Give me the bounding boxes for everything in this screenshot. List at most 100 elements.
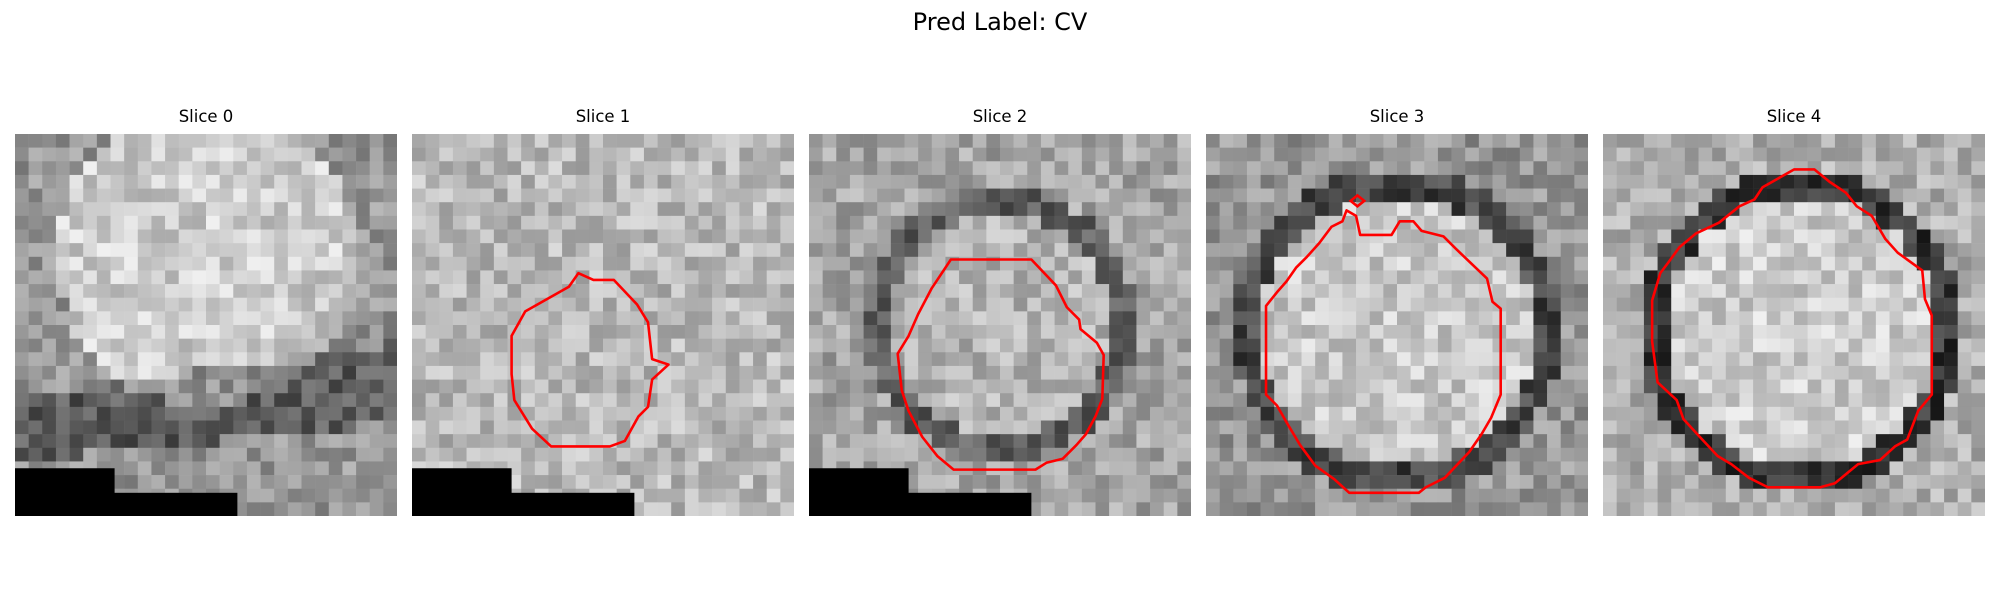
pixel — [1671, 215, 1686, 230]
pixel — [15, 243, 29, 258]
pixel — [1712, 161, 1727, 176]
pixel — [219, 365, 234, 380]
pixel — [1150, 502, 1164, 516]
pixel — [918, 215, 933, 230]
pixel — [1451, 284, 1466, 298]
pixel — [1040, 161, 1055, 176]
pixel — [780, 420, 794, 435]
pixel — [1506, 229, 1521, 244]
pixel — [165, 215, 179, 230]
pixel — [809, 338, 823, 353]
pixel — [1903, 461, 1918, 476]
pixel — [1397, 420, 1411, 435]
pixel — [1766, 270, 1781, 285]
pixel — [616, 161, 631, 176]
pixel — [725, 174, 740, 189]
pixel — [124, 420, 139, 435]
pixel — [246, 215, 261, 230]
pixel — [1848, 161, 1863, 176]
pixel — [452, 188, 467, 203]
pixel — [534, 215, 549, 230]
pixel — [657, 447, 672, 462]
pixel — [246, 243, 261, 258]
pixel — [972, 134, 987, 148]
pixel — [466, 243, 481, 258]
pixel — [1712, 338, 1727, 353]
pixel — [972, 284, 987, 298]
pixel — [1519, 325, 1534, 339]
pixel — [1328, 229, 1343, 244]
pixel — [1163, 502, 1178, 516]
pixel — [1930, 229, 1945, 244]
pixel — [521, 434, 536, 449]
pixel — [753, 461, 767, 476]
pixel — [780, 406, 794, 421]
pixel — [110, 284, 125, 298]
pixel — [972, 202, 987, 217]
pixel — [849, 270, 864, 285]
pixel — [1766, 229, 1781, 244]
pixel — [1177, 338, 1191, 353]
pixel — [315, 475, 330, 489]
pixel — [1492, 270, 1507, 285]
pixel — [369, 147, 384, 162]
pixel — [439, 297, 454, 312]
pixel — [1437, 325, 1452, 339]
pixel — [233, 188, 248, 203]
pixel — [42, 161, 57, 176]
pixel — [1533, 270, 1548, 285]
pixel — [1163, 134, 1178, 148]
pixel — [1177, 447, 1191, 462]
pixel — [1465, 393, 1480, 408]
pixel — [206, 352, 220, 367]
pixel — [630, 270, 645, 285]
pixel — [1109, 434, 1124, 449]
pixel — [630, 202, 645, 217]
pixel — [739, 325, 754, 339]
pixel — [1109, 256, 1124, 271]
pixel — [1013, 229, 1028, 244]
pixel — [1848, 365, 1863, 380]
pixel — [1150, 202, 1164, 217]
pixel — [1643, 461, 1658, 476]
pixel — [986, 325, 1001, 339]
pixel — [206, 379, 220, 394]
pixel — [1136, 174, 1151, 189]
pixel — [1027, 420, 1042, 435]
pixel — [603, 229, 617, 244]
pixel — [452, 447, 467, 462]
pixel — [1725, 284, 1740, 298]
pixel — [1369, 434, 1384, 449]
pixel — [1671, 134, 1686, 148]
pixel — [890, 215, 905, 230]
pixel — [1287, 297, 1302, 312]
pixel — [1369, 393, 1384, 408]
pixel — [178, 365, 193, 380]
pixel — [274, 311, 289, 326]
pixel — [1657, 461, 1672, 476]
pixel — [1753, 161, 1767, 176]
pixel — [1916, 379, 1931, 394]
pixel — [42, 406, 57, 421]
pixel — [1753, 461, 1767, 476]
pixel — [1519, 229, 1534, 244]
pixel — [151, 325, 166, 339]
pixel — [562, 188, 576, 203]
pixel — [28, 202, 43, 217]
pixel — [1122, 174, 1137, 189]
pixel — [342, 311, 357, 326]
pixel — [1040, 174, 1055, 189]
pixel — [1478, 243, 1493, 258]
pixel — [178, 434, 193, 449]
pixel — [904, 434, 919, 449]
pixel — [643, 447, 658, 462]
pixel — [1560, 202, 1575, 217]
pixel — [287, 352, 302, 367]
pixel — [315, 229, 330, 244]
pixel — [1684, 202, 1699, 217]
pixel — [1328, 270, 1343, 285]
pixel — [643, 243, 658, 258]
pixel — [643, 147, 658, 162]
pixel — [356, 406, 370, 421]
pixel — [1328, 243, 1343, 258]
